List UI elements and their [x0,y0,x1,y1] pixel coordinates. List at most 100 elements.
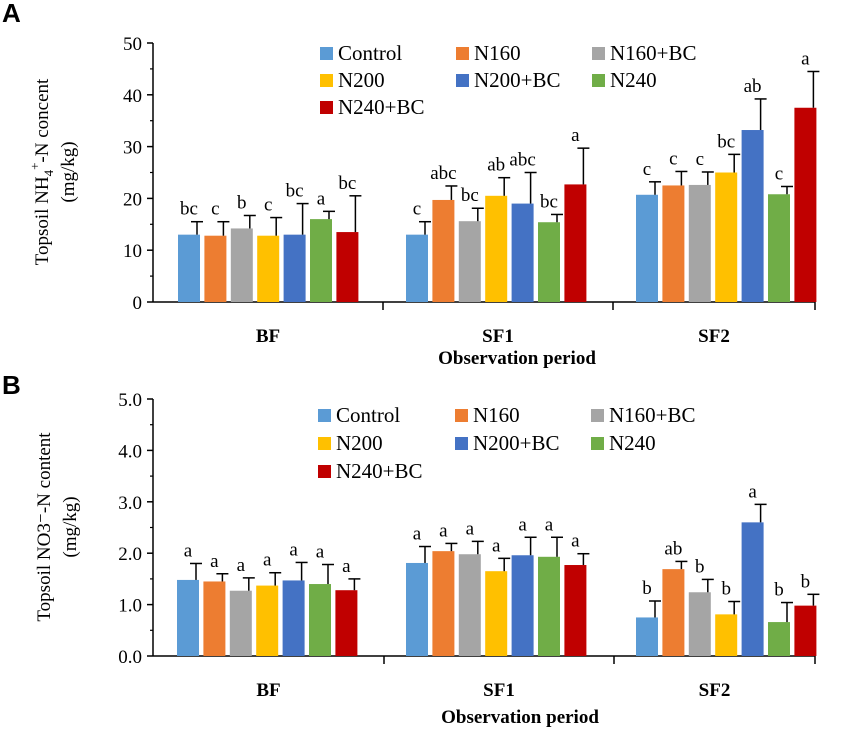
panel-a-bar-n160-plus-bc-bf [230,228,253,302]
panel-a-significance-letter: bc [338,173,356,194]
panel-a-significance-letter: abc [430,163,456,184]
panel-b-significance-letter: a [263,550,272,571]
panel-b-significance-letter: a [492,535,501,556]
panel-b-bar-n160-sf1 [432,551,455,656]
panel-b-legend-label: Control [336,403,400,427]
panel-b-bar-n200-plus-bc-sf1 [511,555,534,656]
panel-b-y-axis-title: Topsoil NO3⁻-N content (mg/kg) [34,432,81,622]
panel-a-significance-letter: bc [717,131,735,152]
panel-b-significance-letter: a [342,556,351,577]
panel-a-y-axis-title-sub: 4 [41,169,56,176]
panel-b-bar-control-sf1 [406,562,428,656]
panel-b-significance-letter: a [571,531,580,552]
panel-a-y-tick-label: 30 [123,138,142,159]
panel-a-bar-n200-bf [257,235,280,302]
panel-b-significance-letter: a [413,524,422,545]
panel-a-significance-letter: bc [461,185,479,206]
panel-a-y-tick-label: 0 [133,293,143,314]
panel-b-legend-label: N240 [609,431,656,455]
panel-a-y-tick-label: 10 [123,241,142,262]
panel-a-y-axis-title: Topsoil NH4+-N concent (mg/kg) [27,78,79,265]
panel-a-bar-n200-sf2 [715,172,738,302]
panel-a-y-axis-title-sup: + [27,163,42,170]
panel-b-bar-n160-sf2 [662,569,685,656]
panel-b-bar-n160-plus-bc-sf1 [458,554,481,656]
panel-b-significance-letter: a [439,520,448,541]
panel-a-y-tick-label: 20 [123,189,142,210]
panel-a-y-axis-title-post: -N concent [32,78,53,163]
panel-b-significance-letter: a [748,481,757,502]
panel-b-y-tick-label: 1.0 [118,596,142,617]
panel-b-chart: B Topsoil NO3⁻-N content (mg/kg) Observa… [2,370,820,728]
panel-b-legend-swatch [591,437,604,450]
panel-a-chart: A Topsoil NH4+-N concent (mg/kg) Observa… [2,0,820,369]
panel-b-bar-n200-sf2 [715,614,738,656]
panel-b-label: B [2,370,21,400]
panel-a-legend-swatch [320,101,333,114]
panel-b-significance-letter: b [801,571,811,592]
panel-b-y-axis-title-line2: (mg/kg) [60,496,81,557]
panel-a-significance-letter: abc [509,150,535,171]
panel-b-legend-label: N200+BC [473,431,560,455]
panel-b-legend: Control N160 N160+BC N200 N200+BC N240 N240+BC [318,403,696,483]
panel-b-y-tick-label: 2.0 [118,544,142,565]
panel-a-significance-letter: a [801,48,810,69]
panel-b-bar-n240-sf1 [538,556,560,656]
panel-b-category-label: BF [256,680,280,701]
panel-a-legend-label: N200+BC [474,68,561,92]
panel-b-bar-n240-plus-bc-sf2 [794,605,817,656]
panel-a-bar-n240-plus-bc-bf [336,232,359,302]
panel-a-y-axis-title-pre: Topsoil NH [32,176,53,265]
panel-a-significance-letter: c [669,148,677,169]
panel-b-significance-letter: a [237,555,246,576]
panel-a-significance-letter: c [211,199,219,220]
panel-a-legend-label: N160 [474,41,521,65]
panel-a-significance-letter: a [571,125,580,146]
panel-a-category-label: SF2 [698,326,730,347]
panel-b-legend-swatch [318,409,331,422]
panel-b-bar-n200-bf [256,585,279,656]
panel-a-y-axis-title-line1: Topsoil NH4+-N concent [27,78,56,265]
panel-a-significance-letter: b [237,192,247,213]
panel-a-label: A [2,0,21,28]
panel-a-significance-letter: c [413,199,421,220]
panel-a-bar-n160-plus-bc-sf1 [458,221,481,302]
panel-a-legend-swatch [592,47,605,60]
panel-a-category-label: SF1 [482,326,514,347]
panel-a-significance-letter: c [643,159,651,180]
panel-a-bar-n160-plus-bc-sf2 [688,184,711,302]
panel-b-significance-letter: b [774,580,784,601]
panel-b-significance-letter: a [316,542,325,563]
panel-a-bar-n240-plus-bc-sf1 [564,184,587,302]
panel-a-bar-n240-bf [310,219,332,302]
panel-a-bar-n200-sf1 [485,195,508,302]
panel-a-significance-letter: ab [744,76,762,97]
panel-b-category-label: SF1 [483,680,515,701]
panel-a-significance-letter: c [264,195,272,216]
panel-a-legend-label: N240+BC [338,95,425,119]
panel-b-bar-control-sf2 [636,617,658,656]
panel-a-bar-n160-sf1 [432,199,455,302]
panel-b-significance-letter: a [518,514,527,535]
panel-a-legend: Control N160 N160+BC N200 N200+BC N240 N240+BC [320,41,697,119]
panel-b-significance-letter: a [289,539,298,560]
panel-a-significance-letter: bc [540,191,558,212]
panel-b-legend-label: N160+BC [609,403,696,427]
panel-b-legend-swatch [455,437,468,450]
panel-b-legend-swatch [455,409,468,422]
panel-a-bar-n160-bf [204,235,227,302]
panel-b-significance-letter: b [695,556,705,577]
panel-b-bar-control-bf [177,579,199,656]
panel-b-significance-letter: a [184,540,193,561]
panel-a-bar-control-bf [178,234,200,302]
panel-b-significance-letter: a [545,514,554,535]
panel-b-category-label: SF2 [699,680,731,701]
panel-b-significance-letter: ab [664,538,682,559]
panel-b-y-tick-label: 5.0 [118,390,142,411]
panel-a-legend-swatch [456,47,469,60]
panel-a-significance-letter: bc [180,199,198,220]
panel-a-bar-n200-plus-bc-sf1 [511,203,534,302]
panel-b-legend-label: N200 [336,431,383,455]
panel-b-legend-swatch [591,409,604,422]
